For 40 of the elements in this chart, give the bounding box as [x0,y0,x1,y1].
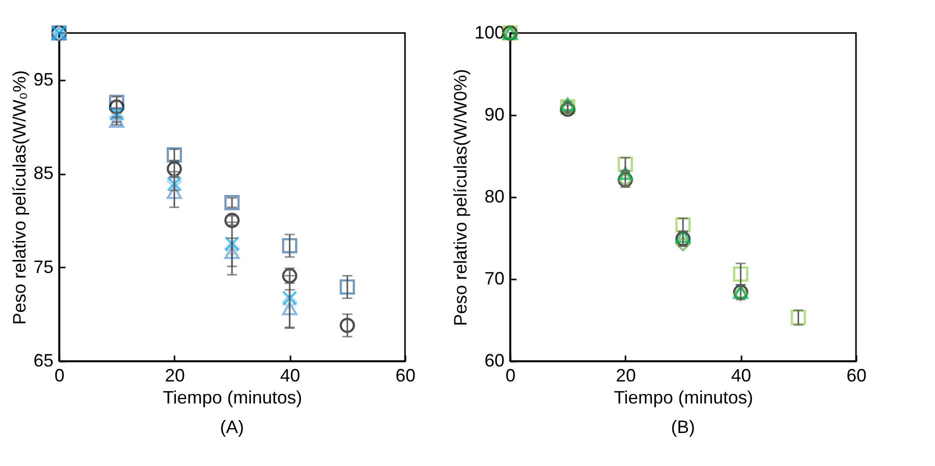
point [560,98,576,112]
x-tick-label: 60 [846,366,867,386]
point [282,290,298,306]
point [675,236,691,252]
x-tick-label: 40 [731,366,752,386]
y-tick-label: 60 [484,350,504,370]
point [166,186,182,200]
x-axis-title: Tiempo (minutos) [614,388,754,408]
y-tick-label: 95 [33,69,54,90]
point [282,238,298,254]
x-tick-label: 60 [395,366,416,386]
point [224,246,240,260]
point [618,166,633,180]
y-tick-label: 85 [33,163,54,184]
y-axis-title: Peso relativo películas(W/W0%) [450,68,470,326]
x-tick-label: 0 [505,366,516,386]
y-tick-label: 90 [484,104,504,124]
point [282,302,298,316]
point [340,318,355,333]
y-axis-title: Peso relativo películas(W/W₀%) [9,70,30,325]
x-axis-title: Tiempo (minutos) [162,388,302,408]
x-tick-label: 40 [280,366,300,386]
point [224,212,240,228]
point [675,230,691,244]
text: (B) [671,417,695,437]
point [166,176,182,192]
x-tick-label: 20 [164,366,185,386]
x-tick-label: 20 [616,366,636,386]
x-tick-label: 0 [54,366,65,386]
y-tick-label: 80 [484,186,504,206]
point [224,236,240,252]
point [224,195,240,210]
point [282,294,298,310]
y-tick-label: 70 [484,268,504,288]
point [340,279,355,295]
point [224,240,240,256]
point [733,266,748,282]
y-tick-label: 75 [33,256,54,277]
y-tick-label: 65 [33,350,54,370]
text: (A) [220,417,244,437]
